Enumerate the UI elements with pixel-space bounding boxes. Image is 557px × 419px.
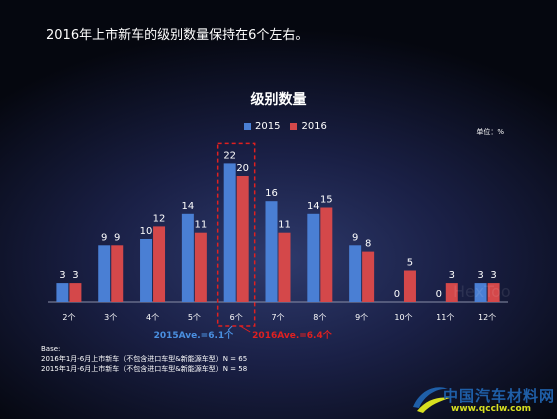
data-label-2016-3个: 9 [114, 232, 120, 243]
bar-2015-9个 [349, 245, 362, 302]
data-label-2016-6个: 20 [236, 163, 249, 174]
legend-swatch-2016 [290, 123, 298, 130]
annotation-2016-average: 2016Ave.=6.4个 [252, 329, 333, 341]
legend-item-2016: 2016 [290, 121, 327, 132]
base-line-2015: 2015年1月-6月上市新车（不包含进口车型&新能源车型）N = 58 [41, 365, 248, 373]
x-tick-label-2个: 2个 [62, 313, 75, 322]
x-tick-label-10个: 10个 [394, 313, 412, 322]
data-label-2016-2个: 3 [72, 270, 78, 281]
bar-2016-12个 [487, 283, 500, 302]
site-logo: 中国汽车材料网 www.qcclw.com [410, 380, 557, 419]
data-label-2015-4个: 10 [140, 226, 153, 237]
annotation-2015-marker [227, 325, 233, 331]
data-label-2015-5个: 14 [181, 201, 194, 212]
x-tick-label-12个: 12个 [478, 313, 496, 322]
watermark-text: HexToo [453, 282, 511, 301]
bar-2015-5个 [181, 213, 194, 302]
data-label-2015-8个: 14 [307, 201, 320, 212]
x-tick-label-5个: 5个 [188, 313, 201, 322]
bar-2015-6个 [223, 163, 236, 302]
x-tick-label-7个: 7个 [271, 313, 284, 322]
annotation-2015-average: 2015Ave.=6.1个 [154, 329, 235, 341]
unit-label: 单位：% [476, 128, 504, 136]
bar-2015-3个 [98, 245, 111, 302]
annotation-2016-marker [239, 325, 251, 333]
bar-2016-10个 [403, 270, 416, 302]
x-tick-label-9个: 9个 [355, 313, 368, 322]
data-label-2015-3个: 9 [101, 232, 107, 243]
data-label-2015-12个: 3 [477, 270, 483, 281]
base-note: Base: 2016年1月-6月上市新车（不包含进口车型&新能源车型）N = 6… [41, 344, 247, 374]
data-label-2016-5个: 11 [194, 220, 207, 231]
data-label-2016-7个: 11 [278, 220, 291, 231]
x-tick-label-4个: 4个 [146, 313, 159, 322]
legend-label-2015: 2015 [255, 121, 281, 132]
base-line-2016: 2016年1月-6月上市新车（不包含进口车型&新能源车型）N = 65 [41, 355, 248, 363]
logo-url: www.qcclw.com [451, 404, 532, 414]
data-label-2015-6个: 22 [223, 150, 236, 161]
data-label-2016-12个: 3 [490, 270, 496, 281]
data-label-2016-8个: 15 [320, 195, 333, 206]
data-label-2015-2个: 3 [59, 270, 65, 281]
bar-2016-3个 [111, 245, 124, 302]
x-tick-label-11个: 11个 [436, 313, 454, 322]
data-label-2016-10个: 5 [407, 258, 413, 269]
bar-2015-4个 [140, 239, 153, 302]
bar-2016-2个 [69, 283, 82, 302]
data-label-2016-4个: 12 [153, 213, 166, 224]
bar-2015-2个 [56, 283, 69, 302]
legend-swatch-2015 [244, 123, 251, 130]
base-label: Base: [41, 345, 61, 353]
data-label-2015-9个: 9 [352, 232, 358, 243]
bar-2016-5个 [194, 232, 207, 302]
bar-2016-7个 [278, 232, 291, 302]
logo-name: 中国汽车材料网 [443, 387, 556, 405]
data-label-2016-11个: 3 [449, 270, 455, 281]
data-label-2016-9个: 8 [365, 239, 371, 250]
bar-2015-8个 [307, 213, 320, 302]
data-label-2015-10个: 0 [394, 289, 400, 300]
highlight-box [216, 142, 256, 327]
bar-2016-11个 [445, 283, 458, 302]
bar-2015-12个 [474, 283, 487, 302]
data-label-2015-7个: 16 [265, 188, 278, 199]
bar-2016-9个 [362, 251, 375, 302]
slide-headline: 2016年上市新车的级别数量保持在6个左右。 [46, 28, 309, 43]
bar-2016-4个 [153, 226, 166, 302]
bar-2016-8个 [320, 207, 333, 302]
x-tick-label-6个: 6个 [230, 313, 243, 322]
legend-item-2015: 2015 [244, 121, 280, 132]
bar-2016-6个 [236, 176, 249, 302]
legend-label-2016: 2016 [301, 121, 327, 132]
data-label-2015-11个: 0 [436, 289, 442, 300]
bar-2015-7个 [265, 201, 278, 302]
x-tick-label-3个: 3个 [104, 313, 117, 322]
chart-legend: 2015 2016 [244, 121, 327, 132]
x-tick-label-8个: 8个 [313, 313, 326, 322]
chart-title: 级别数量 [250, 92, 307, 108]
car-swoosh-icon [413, 387, 450, 413]
